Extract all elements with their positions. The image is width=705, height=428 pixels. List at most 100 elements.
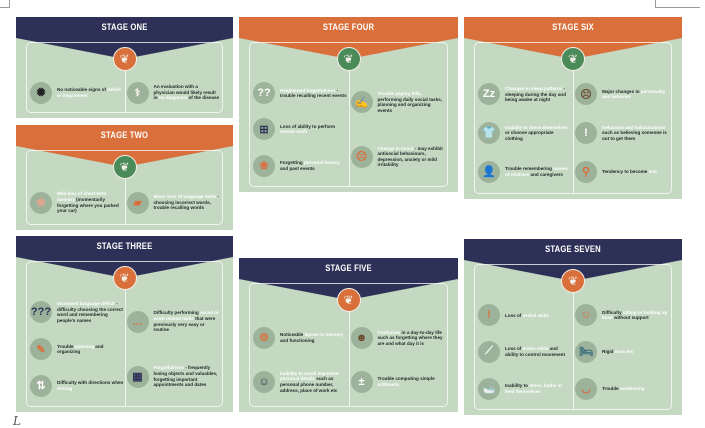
- symptom-text-part: Difficulty performing: [153, 310, 200, 316]
- symptom-text-part: Difficulty: [602, 309, 623, 315]
- symptom-text-part: Loss of ability to perform: [280, 123, 336, 129]
- symptoms-right: ☹ Major changes in personality and behavi…: [575, 75, 672, 191]
- highlighted-text: mental math: [280, 129, 308, 135]
- symptom-item: ± Trouble computing simple arithmetic: [350, 371, 446, 393]
- symptoms-left: ✺ No noticeable signs of deficit or impai…: [30, 75, 127, 110]
- symptom-columns: ❀ Mild loss of short-term memory (momenta…: [30, 183, 223, 222]
- exclamation-icon: !: [575, 121, 597, 144]
- page-corner-mark: [655, 0, 700, 8]
- highlighted-text: Changes in sleep patterns: [505, 85, 563, 91]
- symptom-text-part: Trouble remembering: [505, 166, 554, 172]
- question-bubble-icon: ???: [30, 301, 52, 324]
- symptom-text-part: Rigid: [602, 349, 615, 355]
- symptom-text-part: Major changes in: [602, 88, 641, 94]
- stage-title: STAGE ONE: [101, 22, 148, 32]
- tangled-brain-icon: ✺: [30, 81, 52, 104]
- symptom-text-part: Loss of: [505, 346, 523, 352]
- symptom-item: ☹ Change in mood - may exhibit antisocial…: [350, 145, 446, 168]
- symptom-text: Mild loss of short-term memory (momentar…: [57, 191, 124, 213]
- symptom-text-part: - difficulty choosing the correct word a…: [57, 301, 123, 324]
- worried-woman-icon: ☹: [575, 83, 597, 106]
- symptom-item: 👕 Inability to dress themselves or choose…: [478, 121, 572, 144]
- symptom-text: Loss of ability to perform mental math: [280, 124, 348, 135]
- person-question-icon: 👤: [478, 160, 500, 183]
- symptom-text: Noticeable lapses in memory and function…: [280, 332, 348, 343]
- symptom-text-part: Noticeable: [280, 332, 305, 338]
- highlighted-text: muscles: [614, 349, 634, 355]
- chat-bubble-icon: …: [126, 310, 149, 333]
- symptom-item: ◡ Trouble swallowing: [575, 377, 669, 400]
- column-divider: [348, 302, 350, 407]
- highlighted-text: arithmetic: [377, 382, 400, 387]
- brain-icon: ❦: [112, 266, 137, 290]
- stage-six-card: STAGE SIX ❦ Zz Changes in sleep patterns - …: [464, 17, 682, 199]
- brain-icon: ❦: [336, 288, 361, 312]
- symptoms-right: ☺ Difficulty sitting or holding up head w…: [575, 297, 672, 407]
- highlighted-text: Heightened forgetfulness: [280, 87, 336, 93]
- highlighted-text: social or work-related tasks: [153, 310, 219, 321]
- brain-x-icon: ❀: [30, 191, 52, 214]
- stage-title: STAGE FIVE: [325, 263, 372, 273]
- highlighted-text: swallowing: [619, 385, 645, 391]
- highlighted-text: Forgetfulness: [153, 365, 184, 371]
- symptom-text: Difficulty performing social or work-rel…: [154, 310, 221, 332]
- highlighted-text: Trouble paying bills,: [377, 91, 422, 97]
- highlighted-text: Minor loss of language skills: [153, 194, 217, 200]
- highlighted-text: verbal skills: [522, 312, 549, 318]
- symptom-item: ⚕ An evaluation with a physician would li…: [126, 81, 221, 104]
- symptoms-right: ✍ Trouble paying bills, performing daily …: [350, 75, 449, 184]
- highlighted-text: Mild loss of short-term memory: [57, 191, 107, 202]
- symptom-text: Rigid muscles: [602, 349, 633, 355]
- brain-icon: ❦: [112, 155, 137, 179]
- magnifier-icon: ⚲: [575, 160, 597, 183]
- brain-icon: ❦: [336, 47, 361, 71]
- planner-icon: ✎: [30, 338, 52, 361]
- highlighted-text: Change in mood: [377, 145, 414, 151]
- symptom-text-part: and caregivers: [529, 171, 563, 177]
- highlighted-text: motor skills: [522, 346, 549, 352]
- gears-icon: ⚙: [253, 326, 275, 349]
- symptoms-left: Zz Changes in sleep patterns - sleeping d…: [478, 75, 575, 191]
- symptom-columns: ! Loss of verbal skills ⟋ Loss of motor ski…: [478, 297, 672, 407]
- cheque-icon: ✍: [350, 91, 373, 114]
- symptoms-right: ▰ Minor loss of language skills - choosin…: [126, 183, 224, 222]
- bathtub-icon: 🛁: [478, 377, 500, 400]
- alert-bubble-icon: !: [478, 304, 500, 327]
- symptom-text-part: in a day-to-day life such as forgetting …: [377, 329, 443, 346]
- symptoms-left: ?? Heightened forgetfulness - trouble rec…: [253, 75, 351, 184]
- patient-bed-icon: 🛏: [575, 340, 597, 363]
- stage-four-card: STAGE FOUR ❦?? Heightened forgetfulness - …: [239, 17, 458, 192]
- symptom-item: 🛏 Rigid muscles: [575, 340, 669, 363]
- symptom-text-part: Trouble: [57, 343, 75, 349]
- symptom-columns: ⚙ Noticeable lapses in memory and functio…: [253, 316, 448, 404]
- question-marks-icon: ??: [253, 82, 275, 105]
- symptom-text: Trouble paying bills, performing daily s…: [378, 91, 446, 113]
- symptom-text-part: No noticeable signs of: [57, 86, 108, 92]
- stage-five-card: STAGE FIVE ❦ ⚙ Noticeable lapses in memory …: [239, 258, 458, 412]
- symptom-item: 👤 Trouble remembering names of relatives …: [478, 160, 572, 183]
- symptom-text: Difficulty sitting or holding up head wi…: [602, 310, 669, 321]
- symptom-text-part: - choosing incorrect words, trouble reca…: [153, 194, 220, 211]
- symptom-text: Increased language deficit - difficulty …: [57, 301, 124, 323]
- symptom-text-part: that were previously very easy or routin…: [153, 315, 216, 333]
- highlighted-text: Confusion: [377, 329, 401, 335]
- symptom-text: Difficulty with directions when driving: [57, 380, 124, 391]
- column-divider: [348, 61, 350, 187]
- symptom-item: ☺ Inability to recall important personal …: [253, 371, 348, 393]
- symptom-item: ✺ No noticeable signs of deficit or impai…: [30, 81, 124, 104]
- symptom-text: Trouble computing simple arithmetic: [378, 376, 446, 387]
- symptom-item: ☹ Major changes in personality and behavi…: [575, 83, 669, 106]
- plus-minus-icon: ±: [350, 371, 373, 393]
- highlighted-text: deficit or impairment: [57, 86, 121, 98]
- stethoscope-icon: ⚕: [126, 81, 149, 104]
- symptom-text-part: and organizing: [57, 343, 104, 355]
- highlighted-text: dress, bathe or feed themselves: [505, 383, 563, 394]
- symptom-columns: Zz Changes in sleep patterns - sleeping d…: [478, 75, 672, 191]
- symptom-text-part: and ability to control movement: [505, 346, 565, 357]
- highlighted-text: lost: [648, 168, 657, 174]
- stage-title: STAGE THREE: [96, 241, 153, 251]
- symptom-text-part: - frequently losing objects and valuable…: [153, 365, 218, 388]
- symptom-text: Trouble swallowing: [602, 386, 644, 392]
- symptom-item: ✎ Trouble planning and organizing: [30, 338, 124, 361]
- symptom-text: Inability to dress themselves or choose …: [505, 125, 572, 142]
